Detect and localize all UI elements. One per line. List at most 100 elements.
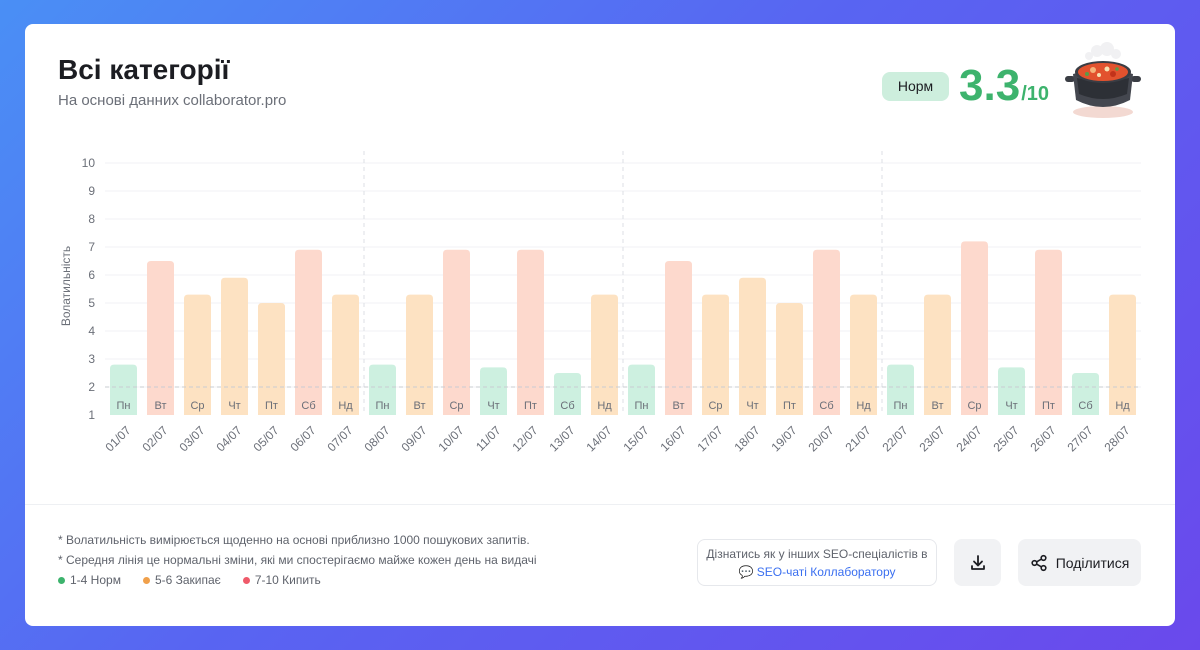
bar-17/07[interactable] bbox=[702, 294, 729, 415]
share-button[interactable]: Поділитися bbox=[1018, 539, 1141, 586]
x-tick-label: 25/07 bbox=[990, 423, 1021, 454]
bar-01/07[interactable] bbox=[110, 364, 137, 415]
day-label: Сб bbox=[301, 400, 315, 412]
bar-11/07[interactable] bbox=[480, 367, 507, 415]
seo-chat-link[interactable]: 💬 SEO-чаті Коллаборатору bbox=[738, 564, 896, 579]
x-tick-label: 07/07 bbox=[324, 423, 355, 454]
legend-dot-red bbox=[242, 576, 250, 584]
bar-06/07[interactable] bbox=[295, 249, 322, 415]
bar-18/07[interactable] bbox=[739, 277, 766, 415]
footer-divider bbox=[25, 504, 1175, 505]
day-label: Чт bbox=[746, 400, 758, 412]
day-label: Вт bbox=[413, 400, 425, 412]
x-tick-label: 09/07 bbox=[398, 423, 429, 454]
seo-chat-promo: Дізнатись як у інших SEO-спеціалістів в … bbox=[697, 539, 937, 586]
volatility-chart: Волатильність 1 2 3 4 5 6 7 8 9 10 Пн 01/07 Вт 02/07 С… bbox=[59, 151, 1141, 454]
day-label: Пт bbox=[783, 400, 796, 412]
bar-08/07[interactable] bbox=[369, 364, 396, 415]
volatility-note: * Волатильність вимірюється щоденно на о… bbox=[58, 533, 530, 547]
bar-12/07[interactable] bbox=[517, 249, 544, 415]
score-summary: Норм 3.3 /10 bbox=[882, 64, 1049, 108]
x-tick-label: 12/07 bbox=[509, 423, 540, 454]
x-tick-label: 24/07 bbox=[953, 423, 984, 454]
day-label: Вт bbox=[154, 400, 166, 412]
bar-21/07[interactable] bbox=[850, 294, 877, 415]
day-label: Чт bbox=[228, 400, 240, 412]
x-tick-label: 13/07 bbox=[546, 423, 577, 454]
legend-label-boiling: 7-10 Кипить bbox=[254, 573, 321, 587]
average-line-note: * Середня лінія це нормальні зміни, які … bbox=[58, 553, 537, 567]
y-tick-label: 3 bbox=[88, 352, 95, 366]
x-tick-label: 21/07 bbox=[842, 423, 873, 454]
bar-07/07[interactable] bbox=[332, 294, 359, 415]
day-label: Ср bbox=[708, 400, 722, 412]
y-tick-label: 9 bbox=[88, 184, 95, 198]
legend-item-heating: 5-6 Закипає bbox=[142, 573, 221, 587]
day-label: Пн bbox=[635, 400, 649, 412]
day-label: Пт bbox=[524, 400, 537, 412]
bar-03/07[interactable] bbox=[184, 294, 211, 415]
bar-09/07[interactable] bbox=[406, 294, 433, 415]
day-label: Пт bbox=[265, 400, 278, 412]
day-label: Ср bbox=[967, 400, 981, 412]
x-tick-label: 26/07 bbox=[1027, 423, 1058, 454]
legend-dot-orange bbox=[142, 576, 150, 584]
bar-02/07[interactable] bbox=[147, 261, 174, 415]
bar-04/07[interactable] bbox=[221, 277, 248, 415]
x-tick-label: 10/07 bbox=[435, 423, 466, 454]
page-subtitle: На основі данних collaborator.pro bbox=[58, 92, 287, 109]
share-label: Поділитися bbox=[1055, 554, 1130, 571]
day-label: Вт bbox=[931, 400, 943, 412]
day-label: Сб bbox=[1078, 400, 1092, 412]
bar-28/07[interactable] bbox=[1109, 294, 1136, 415]
legend-label-norm: 1-4 Норм bbox=[70, 573, 121, 587]
legend-dot-green bbox=[58, 576, 65, 584]
download-button[interactable] bbox=[954, 539, 1001, 586]
x-tick-label: 27/07 bbox=[1064, 423, 1095, 454]
day-label: Пн bbox=[376, 400, 390, 412]
y-tick-label: 1 bbox=[88, 408, 95, 422]
x-tick-label: 16/07 bbox=[657, 423, 688, 454]
bar-15/07[interactable] bbox=[628, 364, 655, 415]
bar-20/07[interactable] bbox=[813, 249, 840, 415]
page-title: Всі категорії bbox=[58, 54, 230, 85]
bar-22/07[interactable] bbox=[887, 364, 914, 415]
x-tick-label: 22/07 bbox=[879, 423, 910, 454]
boiling-pot-icon bbox=[1065, 42, 1141, 118]
bar-05/07[interactable] bbox=[258, 303, 285, 415]
day-label: Вт bbox=[672, 400, 684, 412]
y-tick-label: 4 bbox=[88, 324, 95, 338]
x-tick-label: 06/07 bbox=[287, 423, 318, 454]
day-label: Нд bbox=[1115, 400, 1130, 412]
bar-19/07[interactable] bbox=[776, 303, 803, 415]
y-tick-label: 8 bbox=[88, 212, 95, 226]
bar-10/07[interactable] bbox=[443, 249, 470, 415]
x-tick-label: 04/07 bbox=[213, 423, 244, 454]
bar-27/07[interactable] bbox=[1072, 373, 1099, 415]
legend-label-heating: 5-6 Закипає bbox=[154, 573, 221, 587]
y-tick-label: 10 bbox=[82, 156, 96, 170]
bar-24/07[interactable] bbox=[961, 241, 988, 415]
x-tick-label: 08/07 bbox=[361, 423, 392, 454]
day-label: Пт bbox=[1042, 400, 1055, 412]
x-tick-label: 05/07 bbox=[250, 423, 281, 454]
y-tick-label: 2 bbox=[88, 380, 95, 394]
bar-16/07[interactable] bbox=[665, 261, 692, 415]
y-tick-label: 5 bbox=[88, 296, 95, 310]
volatility-score: 3.3 bbox=[959, 61, 1021, 110]
x-tick-label: 03/07 bbox=[176, 423, 207, 454]
day-label: Нд bbox=[856, 400, 871, 412]
volatility-card: Всі категорії На основі данних collabora… bbox=[25, 24, 1175, 626]
day-label: Нд bbox=[338, 400, 353, 412]
bar-23/07[interactable] bbox=[924, 294, 951, 415]
day-label: Нд bbox=[597, 400, 612, 412]
y-tick-label: 6 bbox=[88, 268, 95, 282]
bar-14/07[interactable] bbox=[591, 294, 618, 415]
x-tick-label: 19/07 bbox=[768, 423, 799, 454]
bar-26/07[interactable] bbox=[1035, 249, 1062, 415]
legend-item-boiling: 7-10 Кипить bbox=[242, 573, 321, 587]
x-tick-label: 23/07 bbox=[916, 423, 947, 454]
bar-13/07[interactable] bbox=[554, 373, 581, 415]
x-tick-label: 17/07 bbox=[694, 423, 725, 454]
bar-25/07[interactable] bbox=[998, 367, 1025, 415]
